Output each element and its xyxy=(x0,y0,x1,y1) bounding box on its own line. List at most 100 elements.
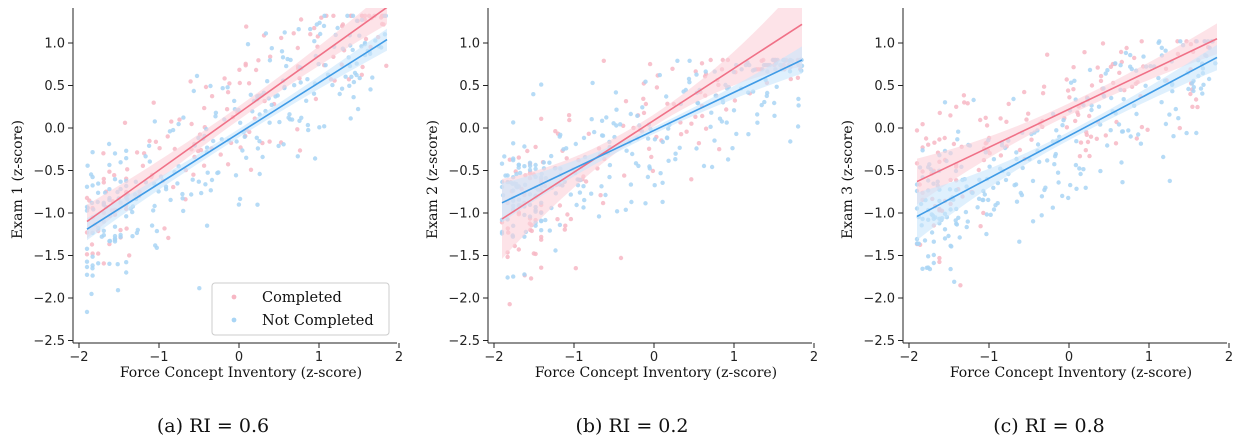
scatter-point xyxy=(284,63,289,69)
scatter-point xyxy=(695,100,701,106)
x-tick-label: −2 xyxy=(899,350,918,365)
scatter-point xyxy=(255,202,260,207)
scatter-point xyxy=(1178,39,1183,44)
scatter-point xyxy=(589,117,594,122)
scatter-point xyxy=(574,202,579,208)
scatter-point xyxy=(351,95,356,100)
fit-line-completed xyxy=(916,38,1218,183)
scatter-point xyxy=(1035,142,1041,147)
scatter-point xyxy=(699,61,705,66)
scatter-point xyxy=(191,88,196,94)
scatter-point xyxy=(607,174,612,180)
scatter-point xyxy=(1161,154,1166,160)
scatter-point xyxy=(660,139,665,145)
scatter-point xyxy=(188,79,193,84)
scatter-point xyxy=(118,232,123,238)
scatter-point xyxy=(614,209,620,214)
y-tick-label: −1.5 xyxy=(863,249,895,264)
scatter-point xyxy=(1139,39,1144,44)
scatter-point xyxy=(169,119,174,124)
scatter-point xyxy=(254,135,259,140)
scatter-point xyxy=(614,123,619,128)
scatter-point xyxy=(225,162,231,167)
scatter-point xyxy=(946,233,951,239)
scatter-point xyxy=(1186,86,1191,92)
x-axis-label: Force Concept Inventory (z-score) xyxy=(535,365,777,381)
scatter-point xyxy=(618,122,623,127)
y-tick-label: −2.5 xyxy=(448,334,480,349)
scatter-point xyxy=(923,136,929,141)
scatter-point xyxy=(245,42,251,47)
confidence-band-not-completed xyxy=(502,46,802,223)
scatter-point xyxy=(1089,107,1094,113)
scatter-point xyxy=(149,223,155,228)
scatter-point xyxy=(209,94,215,99)
scatter-point xyxy=(1143,83,1148,89)
scatter-point xyxy=(243,61,248,66)
scatter-point xyxy=(932,140,937,145)
scatter-point xyxy=(734,131,739,137)
scatter-point xyxy=(357,75,362,81)
scatter-point xyxy=(171,184,176,190)
scatter-point xyxy=(1123,50,1129,56)
scatter-point xyxy=(213,114,218,119)
scatter-point xyxy=(233,173,239,178)
scatter-point xyxy=(175,181,180,186)
scatter-point xyxy=(1029,137,1034,142)
x-axis-label: Force Concept Inventory (z-score) xyxy=(950,365,1192,381)
scatter-point xyxy=(956,215,961,220)
scatter-point xyxy=(687,58,692,63)
scatter-point xyxy=(926,142,931,147)
scatter-point xyxy=(516,247,521,252)
y-tick-label: 0.0 xyxy=(44,122,65,137)
scatter-point xyxy=(701,163,707,169)
chart-panel-1: −2.5 −2.0 −1.5 −1.0 −0.5 0.0 0.5 1.0 −2 −1 0 1 2 Forc… xyxy=(10,8,403,437)
scatter-point xyxy=(957,235,962,240)
scatter-point xyxy=(268,54,273,59)
scatter-point xyxy=(305,122,311,128)
scatter-point xyxy=(746,132,751,137)
scatter-point xyxy=(345,13,350,18)
scatter-point xyxy=(363,36,369,42)
scatter-point xyxy=(592,129,597,135)
scatter-point xyxy=(991,207,997,212)
y-tick-label: −1.5 xyxy=(33,249,65,264)
scatter-point xyxy=(643,79,648,84)
scatter-point xyxy=(1019,192,1025,198)
scatter-point xyxy=(539,228,544,233)
scatter-point xyxy=(948,266,953,272)
scatter-point xyxy=(279,49,285,54)
scatter-point xyxy=(181,208,186,214)
y-tick-label: 1.0 xyxy=(459,37,480,52)
scatter-point xyxy=(762,99,767,105)
scatter-point xyxy=(124,226,129,231)
scatter-point xyxy=(89,242,95,247)
scatter-point xyxy=(712,138,717,143)
scatter-point xyxy=(1145,127,1150,132)
scatter-point xyxy=(1195,104,1200,110)
scatter-point xyxy=(623,207,628,212)
y-tick-label: −2.0 xyxy=(863,292,895,307)
y-axis-label: Exam 2 (z-score) xyxy=(425,120,441,239)
scatter-point xyxy=(1050,205,1056,210)
scatter-point xyxy=(96,251,101,256)
scatter-point xyxy=(564,156,569,161)
scatter-point xyxy=(1121,97,1126,102)
scatter-point xyxy=(652,137,658,142)
subfigure-caption: (a) RI = 0.6 xyxy=(157,415,269,437)
scatter-point xyxy=(330,82,335,88)
scatter-point xyxy=(954,104,959,110)
scatter-point xyxy=(225,90,231,95)
scatter-point xyxy=(522,164,527,169)
scatter-point xyxy=(151,100,156,105)
scatter-point xyxy=(1021,89,1027,95)
y-tick-label: 0.0 xyxy=(874,122,895,137)
scatter-point xyxy=(533,166,538,172)
scatter-point xyxy=(90,251,95,256)
scatter-point xyxy=(961,93,967,98)
scatter-point xyxy=(1134,136,1140,141)
scatter-point xyxy=(557,134,562,139)
scatter-point xyxy=(220,86,225,91)
scatter-point xyxy=(153,243,158,248)
scatter-point xyxy=(1056,180,1061,185)
